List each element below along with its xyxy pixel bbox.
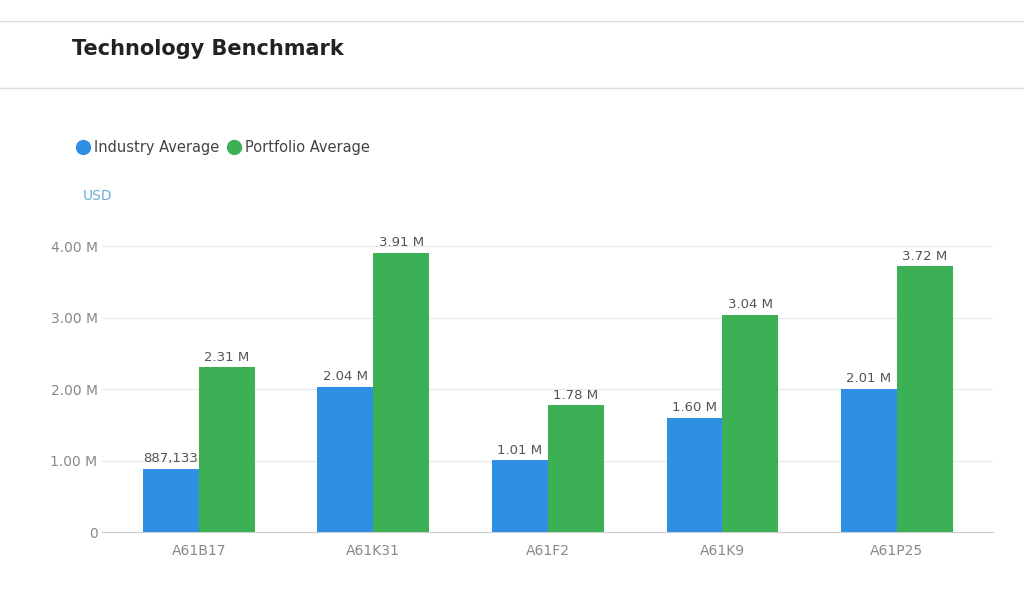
Text: 2.01 M: 2.01 M — [847, 372, 892, 385]
Text: 3.91 M: 3.91 M — [379, 237, 424, 249]
Bar — [492, 460, 548, 532]
Legend: Industry Average, Portfolio Average: Industry Average, Portfolio Average — [79, 140, 370, 155]
Text: 887,133: 887,133 — [143, 453, 199, 465]
Text: 1.78 M: 1.78 M — [553, 388, 598, 402]
Bar — [897, 266, 952, 532]
Bar — [374, 253, 429, 532]
Bar — [317, 387, 374, 532]
Text: 2.31 M: 2.31 M — [204, 351, 249, 364]
Text: 2.04 M: 2.04 M — [323, 370, 368, 383]
Bar — [143, 469, 199, 532]
Text: Technology Benchmark: Technology Benchmark — [72, 39, 343, 59]
Bar — [841, 388, 897, 532]
Bar — [667, 418, 722, 532]
Text: USD: USD — [83, 189, 112, 203]
Bar — [722, 315, 778, 532]
Bar — [199, 367, 255, 532]
Bar — [548, 405, 604, 532]
Text: 1.60 M: 1.60 M — [672, 402, 717, 414]
Text: 1.01 M: 1.01 M — [498, 443, 543, 457]
Text: 3.72 M: 3.72 M — [902, 250, 947, 263]
Text: 3.04 M: 3.04 M — [728, 298, 773, 312]
